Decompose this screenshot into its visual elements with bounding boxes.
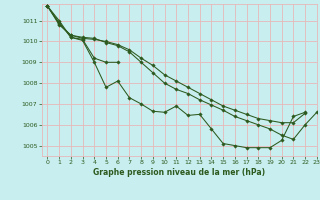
X-axis label: Graphe pression niveau de la mer (hPa): Graphe pression niveau de la mer (hPa) [93,168,265,177]
